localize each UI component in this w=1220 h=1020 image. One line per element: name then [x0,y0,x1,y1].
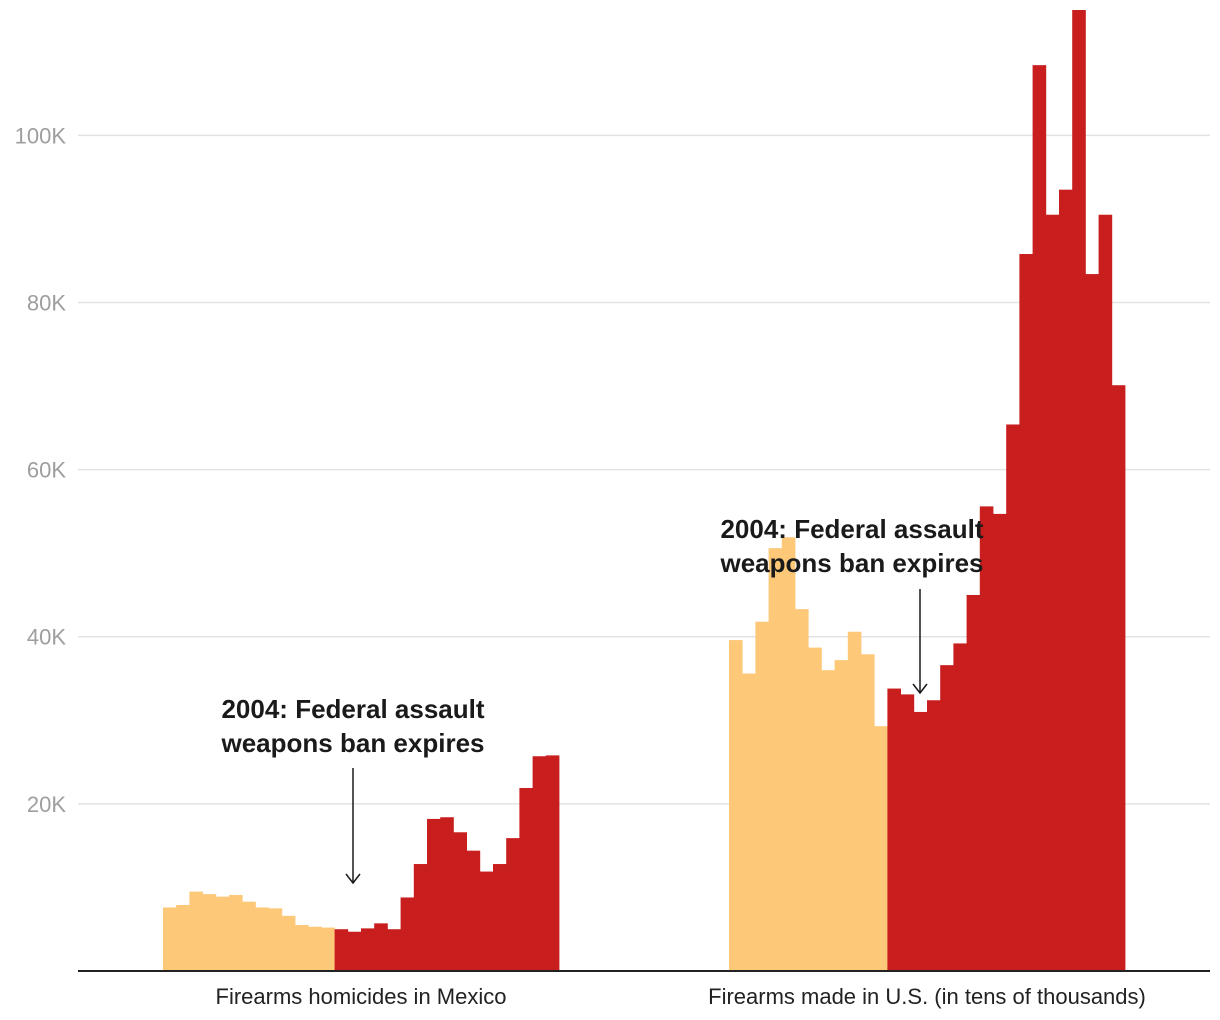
y-tick-label: 60K [27,458,66,483]
bar [334,929,349,971]
bar [374,923,388,971]
bar [1045,214,1060,972]
bar [742,673,756,971]
bar [1019,254,1033,971]
bar [966,594,981,971]
bar [1059,189,1073,972]
bar [427,818,441,971]
y-tick-label: 40K [27,625,66,650]
bar [321,927,335,971]
bar [755,621,769,971]
bar [532,756,547,971]
bar [242,901,256,971]
bar [281,915,296,971]
bar [400,897,415,971]
y-tick-label: 100K [15,123,67,148]
bar [847,631,862,971]
bar [493,864,507,971]
bar [1098,214,1113,972]
bar [940,665,954,971]
bar [479,871,494,971]
bar [979,506,994,971]
bar [268,908,283,971]
y-axis-ticks: 20K 40K 60K 80K 100K [15,123,67,817]
bar [834,660,849,971]
y-tick-label: 80K [27,290,66,315]
bar [821,670,835,971]
bar [900,694,915,971]
annotation-line-1: 2004: Federal assault [221,694,484,724]
bar [189,891,203,971]
y-tick-label: 20K [27,792,66,817]
bar [913,711,928,971]
bar [466,850,481,971]
annotation-line-1: 2004: Federal assault [720,514,983,544]
bar [229,894,243,971]
bar [1006,424,1020,972]
bar [887,688,901,971]
category-label-mexico-homicides: Firearms homicides in Mexico [216,984,507,1009]
bar [519,787,533,971]
annotation-line-2: weapons ban expires [720,548,984,578]
bar [781,537,796,971]
bar [795,609,809,971]
bar [953,643,967,971]
bar [347,931,362,971]
bar [768,548,783,971]
bar [413,864,428,971]
bar [255,907,269,971]
bar [927,700,941,971]
bar [1111,385,1126,972]
bar [1032,65,1047,971]
annotation-us: 2004: Federal assault weapons ban expire… [720,514,984,695]
bar [176,904,190,971]
bar [874,726,888,971]
bar [506,838,520,971]
bar [308,926,322,971]
bar [295,925,309,971]
bars [163,10,1126,972]
annotation-arrow-head [345,873,361,885]
bar [453,832,467,971]
annotation-arrow-head [912,683,928,695]
bar [861,654,875,971]
bar [215,896,230,971]
annotation-line-2: weapons ban expires [221,728,485,758]
bar [1072,10,1086,971]
bar [361,928,375,971]
bar [163,907,177,971]
bar [387,929,401,971]
bar [808,647,822,971]
bar [1085,274,1099,971]
bar [729,640,743,971]
bar [545,755,560,971]
annotation-mexico: 2004: Federal assault weapons ban expire… [221,694,485,885]
bar [993,513,1007,971]
bar [440,817,454,971]
bar [202,894,217,971]
category-label-us-firearms: Firearms made in U.S. (in tens of thousa… [708,984,1146,1009]
category-labels: Firearms homicides in Mexico Firearms ma… [216,984,1146,1009]
